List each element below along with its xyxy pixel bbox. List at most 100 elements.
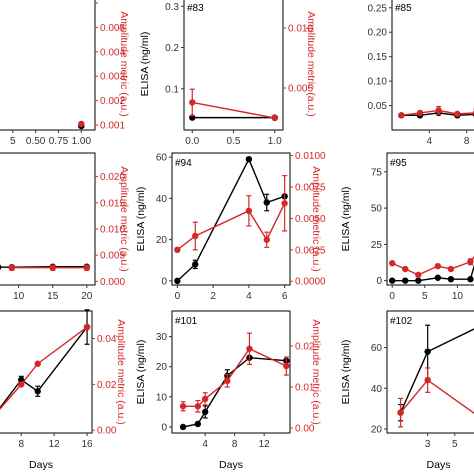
y-tick-label: 0.15 bbox=[368, 52, 388, 63]
y-tick-label: 10 bbox=[156, 392, 168, 403]
y-tick-label: 0.10 bbox=[368, 77, 388, 88]
y-tick-label: 20 bbox=[156, 235, 168, 246]
series-line bbox=[183, 347, 287, 407]
y2-tick-label: 0.020 bbox=[100, 172, 125, 183]
data-point bbox=[201, 395, 209, 403]
data-point bbox=[263, 199, 270, 206]
panel-id-label: #102 bbox=[390, 316, 413, 327]
x-tick-label: 5 bbox=[10, 136, 16, 147]
plot-frame bbox=[0, 310, 93, 434]
x-tick-label: 10 bbox=[452, 291, 464, 302]
data-point bbox=[398, 112, 405, 119]
y-tick-label: 40 bbox=[371, 384, 383, 395]
x-tick-label: 5 bbox=[422, 291, 428, 302]
y2-tick-label: 0.015 bbox=[100, 198, 125, 209]
right-axis-title: Amplitude metric (a.u.) bbox=[310, 166, 322, 272]
series-line bbox=[0, 326, 88, 409]
data-point bbox=[283, 362, 290, 370]
y2-tick-label: 0.010 bbox=[288, 24, 313, 35]
x-tick-label: 8 bbox=[232, 439, 238, 450]
data-point bbox=[245, 155, 253, 163]
data-point bbox=[78, 120, 85, 128]
plot-frame bbox=[386, 152, 474, 286]
data-point bbox=[245, 207, 253, 215]
data-point bbox=[416, 109, 424, 117]
data-point bbox=[179, 423, 187, 431]
y2-tick-label: 0.02 bbox=[97, 380, 117, 391]
data-point bbox=[192, 261, 199, 268]
data-point bbox=[174, 277, 181, 285]
data-point bbox=[424, 348, 431, 355]
data-point bbox=[415, 277, 422, 284]
y2-tick-label: 0.002 bbox=[100, 96, 125, 107]
y2-tick-label: 0.04 bbox=[97, 334, 117, 345]
right-axis-title: Amplitude metric (a.u.) bbox=[118, 11, 130, 117]
panel-row2-col3: 0510150255075ELISA (ng/ml)#95 bbox=[340, 152, 474, 302]
data-point bbox=[34, 388, 41, 395]
panel-row3-col3: 357204060ELISA (ng/ml)Days#102 bbox=[340, 310, 474, 471]
panel-row3-col2: 4 8 12 0 10 20 30 0.00 0.01 0.02 ELISA (ng/ml) Ampl… bbox=[135, 310, 322, 471]
panel-row1-col3: 4 8 0.05 0.10 0.15 0.20 0.25 #85 bbox=[368, 0, 474, 147]
data-point bbox=[201, 408, 209, 416]
x-axis-title: Days bbox=[427, 459, 451, 471]
y-tick-label: 0.20 bbox=[368, 28, 388, 39]
x-tick-label: 2 bbox=[210, 291, 216, 302]
y-tick-label: 25 bbox=[371, 240, 383, 251]
series-line bbox=[182, 356, 287, 428]
y2-tick-label: 0.005 bbox=[100, 23, 125, 34]
y-tick-label: 0.25 bbox=[368, 3, 388, 14]
x-tick-label: 0.50 bbox=[26, 136, 46, 147]
y2-tick-label: 0.0100 bbox=[295, 151, 326, 162]
data-point bbox=[263, 236, 270, 243]
y2-tick-label: 0.00 bbox=[295, 424, 315, 435]
series-line bbox=[0, 326, 88, 411]
y2-tick-label: 0.005 bbox=[100, 251, 125, 262]
series-line bbox=[192, 101, 275, 119]
x-tick-label: 3 bbox=[425, 439, 431, 450]
y-tick-label: 75 bbox=[371, 167, 383, 178]
y2-tick-label: 0.005 bbox=[288, 84, 313, 95]
panel-row1-col2: 0.0 0.5 1.0 0.1 0.2 0.3 0.005 0.010 ELISA (ng/ml… bbox=[139, 0, 317, 147]
x-tick-label: 1.0 bbox=[268, 136, 282, 147]
data-point bbox=[454, 110, 461, 118]
data-point bbox=[424, 376, 431, 384]
panel-id-label: #101 bbox=[175, 316, 198, 327]
left-axis-title: ELISA (ng/ml) bbox=[139, 32, 151, 97]
y-tick-label: 0 bbox=[161, 276, 167, 287]
plot-frame bbox=[171, 310, 291, 434]
data-point bbox=[174, 246, 181, 253]
data-point bbox=[179, 403, 187, 410]
series-line bbox=[400, 379, 474, 415]
panel-id-label: #85 bbox=[395, 3, 412, 14]
left-axis-title: ELISA (ng/ml) bbox=[135, 340, 147, 405]
series-line bbox=[0, 265, 87, 268]
series-line bbox=[392, 263, 474, 282]
y2-tick-label: 0.003 bbox=[100, 72, 125, 83]
y-tick-label: 0.1 bbox=[165, 84, 179, 95]
right-axis-title: Amplitude metric (a.u.) bbox=[305, 11, 317, 117]
y-tick-label: 0.05 bbox=[368, 101, 388, 112]
data-point bbox=[447, 275, 455, 283]
right-axis-title: Amplitude metric (a.u.) bbox=[115, 319, 127, 425]
plot-frame bbox=[171, 152, 291, 286]
x-tick-label: 10 bbox=[13, 291, 25, 302]
data-point bbox=[224, 377, 231, 385]
x-tick-label: 8 bbox=[18, 439, 24, 450]
y-tick-label: 0 bbox=[161, 422, 167, 433]
x-tick-label: 0.5 bbox=[227, 136, 241, 147]
y2-tick-label: 0.0000 bbox=[295, 277, 326, 288]
data-point bbox=[281, 200, 288, 207]
data-point bbox=[415, 271, 422, 279]
y-tick-label: 0.3 bbox=[165, 2, 179, 13]
data-point bbox=[434, 274, 442, 281]
data-point bbox=[246, 345, 253, 352]
data-point bbox=[192, 232, 199, 240]
y-tick-label: 0 bbox=[376, 276, 382, 287]
x-tick-label: 4 bbox=[427, 136, 433, 147]
y2-tick-label: 0.001 bbox=[100, 121, 125, 132]
x-tick-label: 15 bbox=[47, 291, 59, 302]
data-point bbox=[8, 264, 16, 271]
x-tick-label: 8 bbox=[464, 136, 470, 147]
panel-row2-col1: 10 15 20 0.000 0.005 0.010 0.015 0.020Amplitude… bbox=[0, 152, 130, 302]
panel-row2-col2: 0 2 4 602040600.00000.00250.00500.00750.010… bbox=[135, 151, 326, 302]
